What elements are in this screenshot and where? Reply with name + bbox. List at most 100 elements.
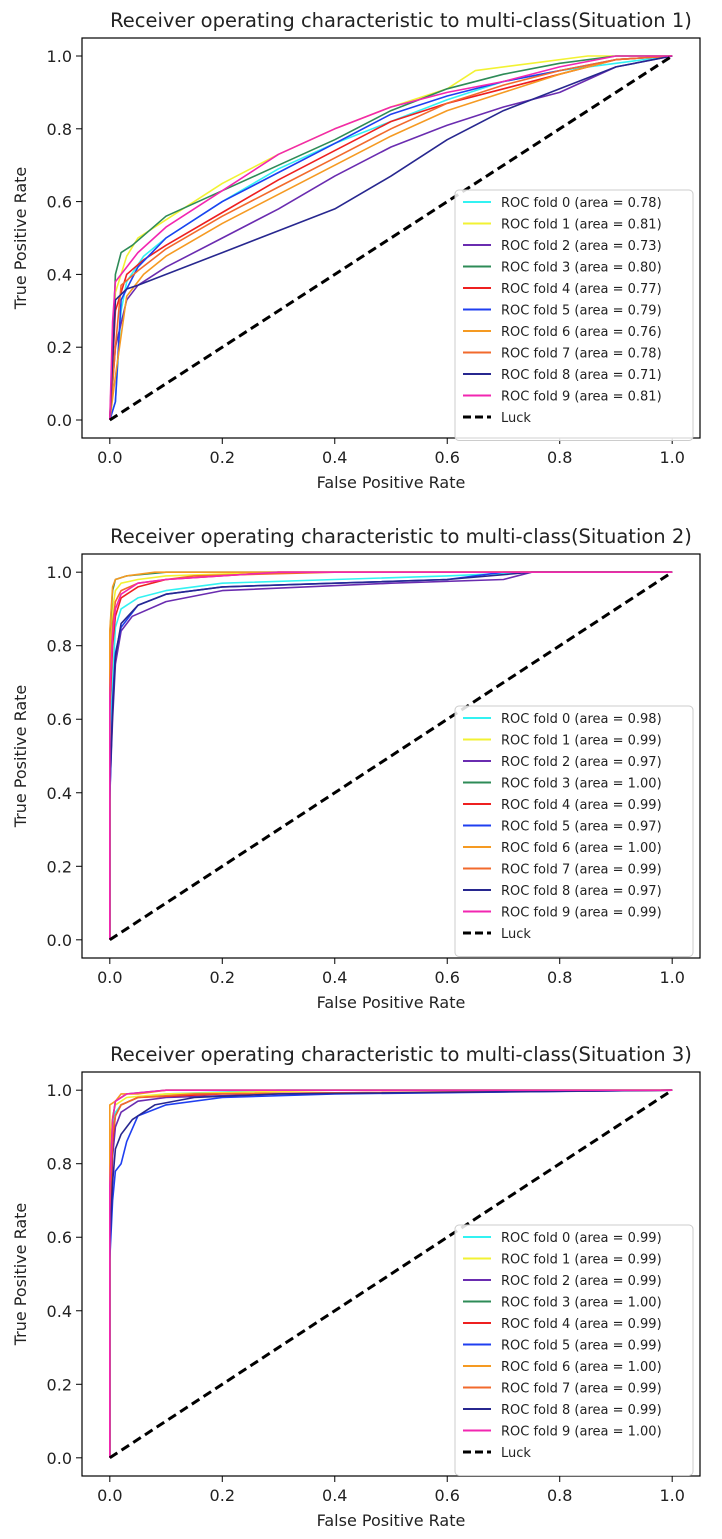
y-tick-label: 1.0 xyxy=(47,563,72,582)
y-tick-label: 0.4 xyxy=(47,265,72,284)
roc-line-fold-6 xyxy=(109,55,673,421)
legend-box xyxy=(454,189,694,441)
legend: ROC fold 0 (area = 0.98) ROC fold 1 (area… xyxy=(454,705,694,957)
roc-line-fold-7 xyxy=(109,55,673,421)
x-tick-label: 0.4 xyxy=(322,968,347,987)
roc-line-fold-2 xyxy=(109,55,673,421)
legend-entry: ROC fold 5 (area = 0.97) xyxy=(501,820,662,835)
y-tick-label: 0.6 xyxy=(47,710,72,729)
roc-line-fold-9 xyxy=(109,571,673,940)
legend-entry: ROC fold 2 (area = 0.73) xyxy=(501,239,662,254)
x-tick-label: 0.6 xyxy=(435,1486,460,1505)
legend-box xyxy=(454,1224,694,1476)
y-axis-label: True Positive Rate xyxy=(11,167,30,311)
roc-panel-situation-1: Receiver operating characteristic to mul… xyxy=(11,9,701,492)
legend-entry: ROC fold 0 (area = 0.98) xyxy=(501,712,662,727)
legend-entry: ROC fold 4 (area = 0.99) xyxy=(501,1317,662,1332)
chart-title: Receiver operating characteristic to mul… xyxy=(110,9,692,32)
x-tick-label: 1.0 xyxy=(659,1486,684,1505)
legend-entry: ROC fold 5 (area = 0.99) xyxy=(501,1339,662,1354)
x-tick-label: 0.6 xyxy=(435,448,460,467)
legend-entry: ROC fold 9 (area = 0.81) xyxy=(501,390,662,405)
y-tick-label: 0.4 xyxy=(47,784,72,803)
y-tick-label: 0.0 xyxy=(47,1449,72,1468)
legend-entry: ROC fold 2 (area = 0.97) xyxy=(501,755,662,770)
legend-entry: ROC fold 9 (area = 1.00) xyxy=(501,1425,662,1440)
x-tick-label: 0.4 xyxy=(322,448,347,467)
y-tick-label: 0.0 xyxy=(47,411,72,430)
roc-panel-situation-2: Receiver operating characteristic to mul… xyxy=(11,525,701,1012)
y-tick-label: 0.8 xyxy=(47,120,72,139)
series-group xyxy=(108,54,674,422)
y-tick-label: 0.2 xyxy=(47,857,72,876)
roc-line-fold-1 xyxy=(109,571,673,940)
legend-entry: ROC fold 5 (area = 0.79) xyxy=(501,304,662,319)
legend: ROC fold 0 (area = 0.78) ROC fold 1 (area… xyxy=(454,189,694,441)
legend-entry: ROC fold 7 (area = 0.99) xyxy=(501,863,662,878)
legend-entry: Luck xyxy=(501,1446,531,1461)
legend-entry: ROC fold 3 (area = 1.00) xyxy=(501,1296,662,1311)
x-tick-label: 0.2 xyxy=(210,968,235,987)
y-tick-label: 0.2 xyxy=(47,1375,72,1394)
legend-entry: ROC fold 2 (area = 0.99) xyxy=(501,1274,662,1289)
x-tick-label: 0.8 xyxy=(547,1486,572,1505)
legend-entry: ROC fold 3 (area = 0.80) xyxy=(501,261,662,276)
series-group xyxy=(108,570,674,942)
y-tick-label: 0.8 xyxy=(47,637,72,656)
x-tick-label: 0.0 xyxy=(97,448,122,467)
legend-entry: ROC fold 4 (area = 0.77) xyxy=(501,282,662,297)
legend-entry: ROC fold 9 (area = 0.99) xyxy=(501,906,662,921)
legend-entry: ROC fold 1 (area = 0.99) xyxy=(501,734,662,749)
legend-entry: ROC fold 7 (area = 0.78) xyxy=(501,347,662,362)
y-tick-label: 1.0 xyxy=(47,1081,72,1100)
y-tick-label: 0.4 xyxy=(47,1302,72,1321)
legend-entry: ROC fold 8 (area = 0.71) xyxy=(501,368,662,383)
legend-entry: ROC fold 1 (area = 0.99) xyxy=(501,1253,662,1268)
legend-entry: ROC fold 7 (area = 0.99) xyxy=(501,1382,662,1397)
legend-entry: ROC fold 4 (area = 0.99) xyxy=(501,798,662,813)
y-tick-label: 0.6 xyxy=(47,1228,72,1247)
y-tick-label: 0.6 xyxy=(47,193,72,212)
legend-entry: ROC fold 0 (area = 0.78) xyxy=(501,196,662,211)
legend-entry: ROC fold 6 (area = 1.00) xyxy=(501,1360,662,1375)
legend-entry: ROC fold 8 (area = 0.99) xyxy=(501,1403,662,1418)
y-tick-label: 1.0 xyxy=(47,47,72,66)
roc-line-fold-9 xyxy=(109,55,673,421)
legend-entry: Luck xyxy=(501,927,531,942)
x-tick-label: 0.8 xyxy=(547,448,572,467)
roc-panel-situation-3: Receiver operating characteristic to mul… xyxy=(11,1043,701,1530)
x-axis-label: False Positive Rate xyxy=(317,993,466,1012)
legend-entry: ROC fold 6 (area = 1.00) xyxy=(501,841,662,856)
axes-frame xyxy=(81,37,701,439)
legend-box xyxy=(454,705,694,957)
legend-entry: ROC fold 0 (area = 0.99) xyxy=(501,1231,662,1246)
x-tick-label: 0.0 xyxy=(97,1486,122,1505)
x-tick-label: 1.0 xyxy=(659,968,684,987)
legend-entry: ROC fold 8 (area = 0.97) xyxy=(501,884,662,899)
y-tick-label: 0.2 xyxy=(47,338,72,357)
chart-title: Receiver operating characteristic to mul… xyxy=(110,525,692,548)
x-tick-label: 0.0 xyxy=(97,968,122,987)
y-tick-label: 0.8 xyxy=(47,1155,72,1174)
roc-line-fold-9 xyxy=(109,1089,673,1458)
x-tick-label: 0.4 xyxy=(322,1486,347,1505)
roc-line-fold-8 xyxy=(109,1089,673,1458)
y-axis-label: True Positive Rate xyxy=(11,1203,30,1347)
y-tick-label: 0.0 xyxy=(47,931,72,950)
x-tick-label: 0.8 xyxy=(547,968,572,987)
x-tick-label: 0.2 xyxy=(210,1486,235,1505)
x-tick-label: 1.0 xyxy=(659,448,684,467)
legend-entry: ROC fold 1 (area = 0.81) xyxy=(501,218,662,233)
y-axis-label: True Positive Rate xyxy=(11,685,30,829)
legend-entry: ROC fold 3 (area = 1.00) xyxy=(501,777,662,792)
chart-title: Receiver operating characteristic to mul… xyxy=(110,1043,692,1066)
x-axis-label: False Positive Rate xyxy=(317,473,466,492)
roc-line-fold-8 xyxy=(109,571,673,940)
legend-entry: Luck xyxy=(501,411,531,426)
axes-frame xyxy=(81,553,701,959)
x-tick-label: 0.2 xyxy=(210,448,235,467)
roc-line-fold-6 xyxy=(109,571,673,940)
legend-entry: ROC fold 6 (area = 0.76) xyxy=(501,325,662,340)
roc-line-fold-0 xyxy=(109,571,673,940)
